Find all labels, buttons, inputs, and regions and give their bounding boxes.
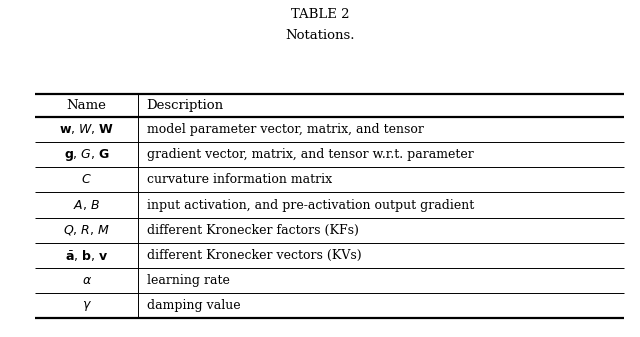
Text: $\bar{\mathbf{a}}$, $\mathbf{b}$, $\mathbf{v}$: $\bar{\mathbf{a}}$, $\mathbf{b}$, $\math… (65, 248, 108, 263)
Text: $\alpha$: $\alpha$ (82, 274, 92, 287)
Text: curvature information matrix: curvature information matrix (147, 173, 332, 186)
Text: Notations.: Notations. (285, 29, 355, 42)
Text: $\mathbf{g}$, $G$, $\mathbf{G}$: $\mathbf{g}$, $G$, $\mathbf{G}$ (64, 147, 109, 162)
Text: $\mathit{A}$, $\mathit{B}$: $\mathit{A}$, $\mathit{B}$ (73, 198, 100, 212)
Text: damping value: damping value (147, 299, 240, 312)
Text: different Kronecker vectors (KVs): different Kronecker vectors (KVs) (147, 249, 361, 262)
Text: TABLE 2: TABLE 2 (291, 8, 349, 22)
Text: Name: Name (67, 99, 107, 112)
Text: $\mathbf{w}$, $W$, $\mathbf{W}$: $\mathbf{w}$, $W$, $\mathbf{W}$ (59, 122, 115, 136)
Text: $\mathit{Q}$, $\mathit{R}$, $\mathit{M}$: $\mathit{Q}$, $\mathit{R}$, $\mathit{M}$ (63, 223, 110, 237)
Text: learning rate: learning rate (147, 274, 229, 287)
Text: $\mathit{C}$: $\mathit{C}$ (81, 173, 92, 186)
Text: $\gamma$: $\gamma$ (82, 299, 92, 313)
Text: gradient vector, matrix, and tensor w.r.t. parameter: gradient vector, matrix, and tensor w.r.… (147, 148, 474, 161)
Text: input activation, and pre-activation output gradient: input activation, and pre-activation out… (147, 198, 474, 212)
Text: different Kronecker factors (KFs): different Kronecker factors (KFs) (147, 224, 358, 237)
Text: model parameter vector, matrix, and tensor: model parameter vector, matrix, and tens… (147, 123, 424, 136)
Text: Description: Description (147, 99, 224, 112)
